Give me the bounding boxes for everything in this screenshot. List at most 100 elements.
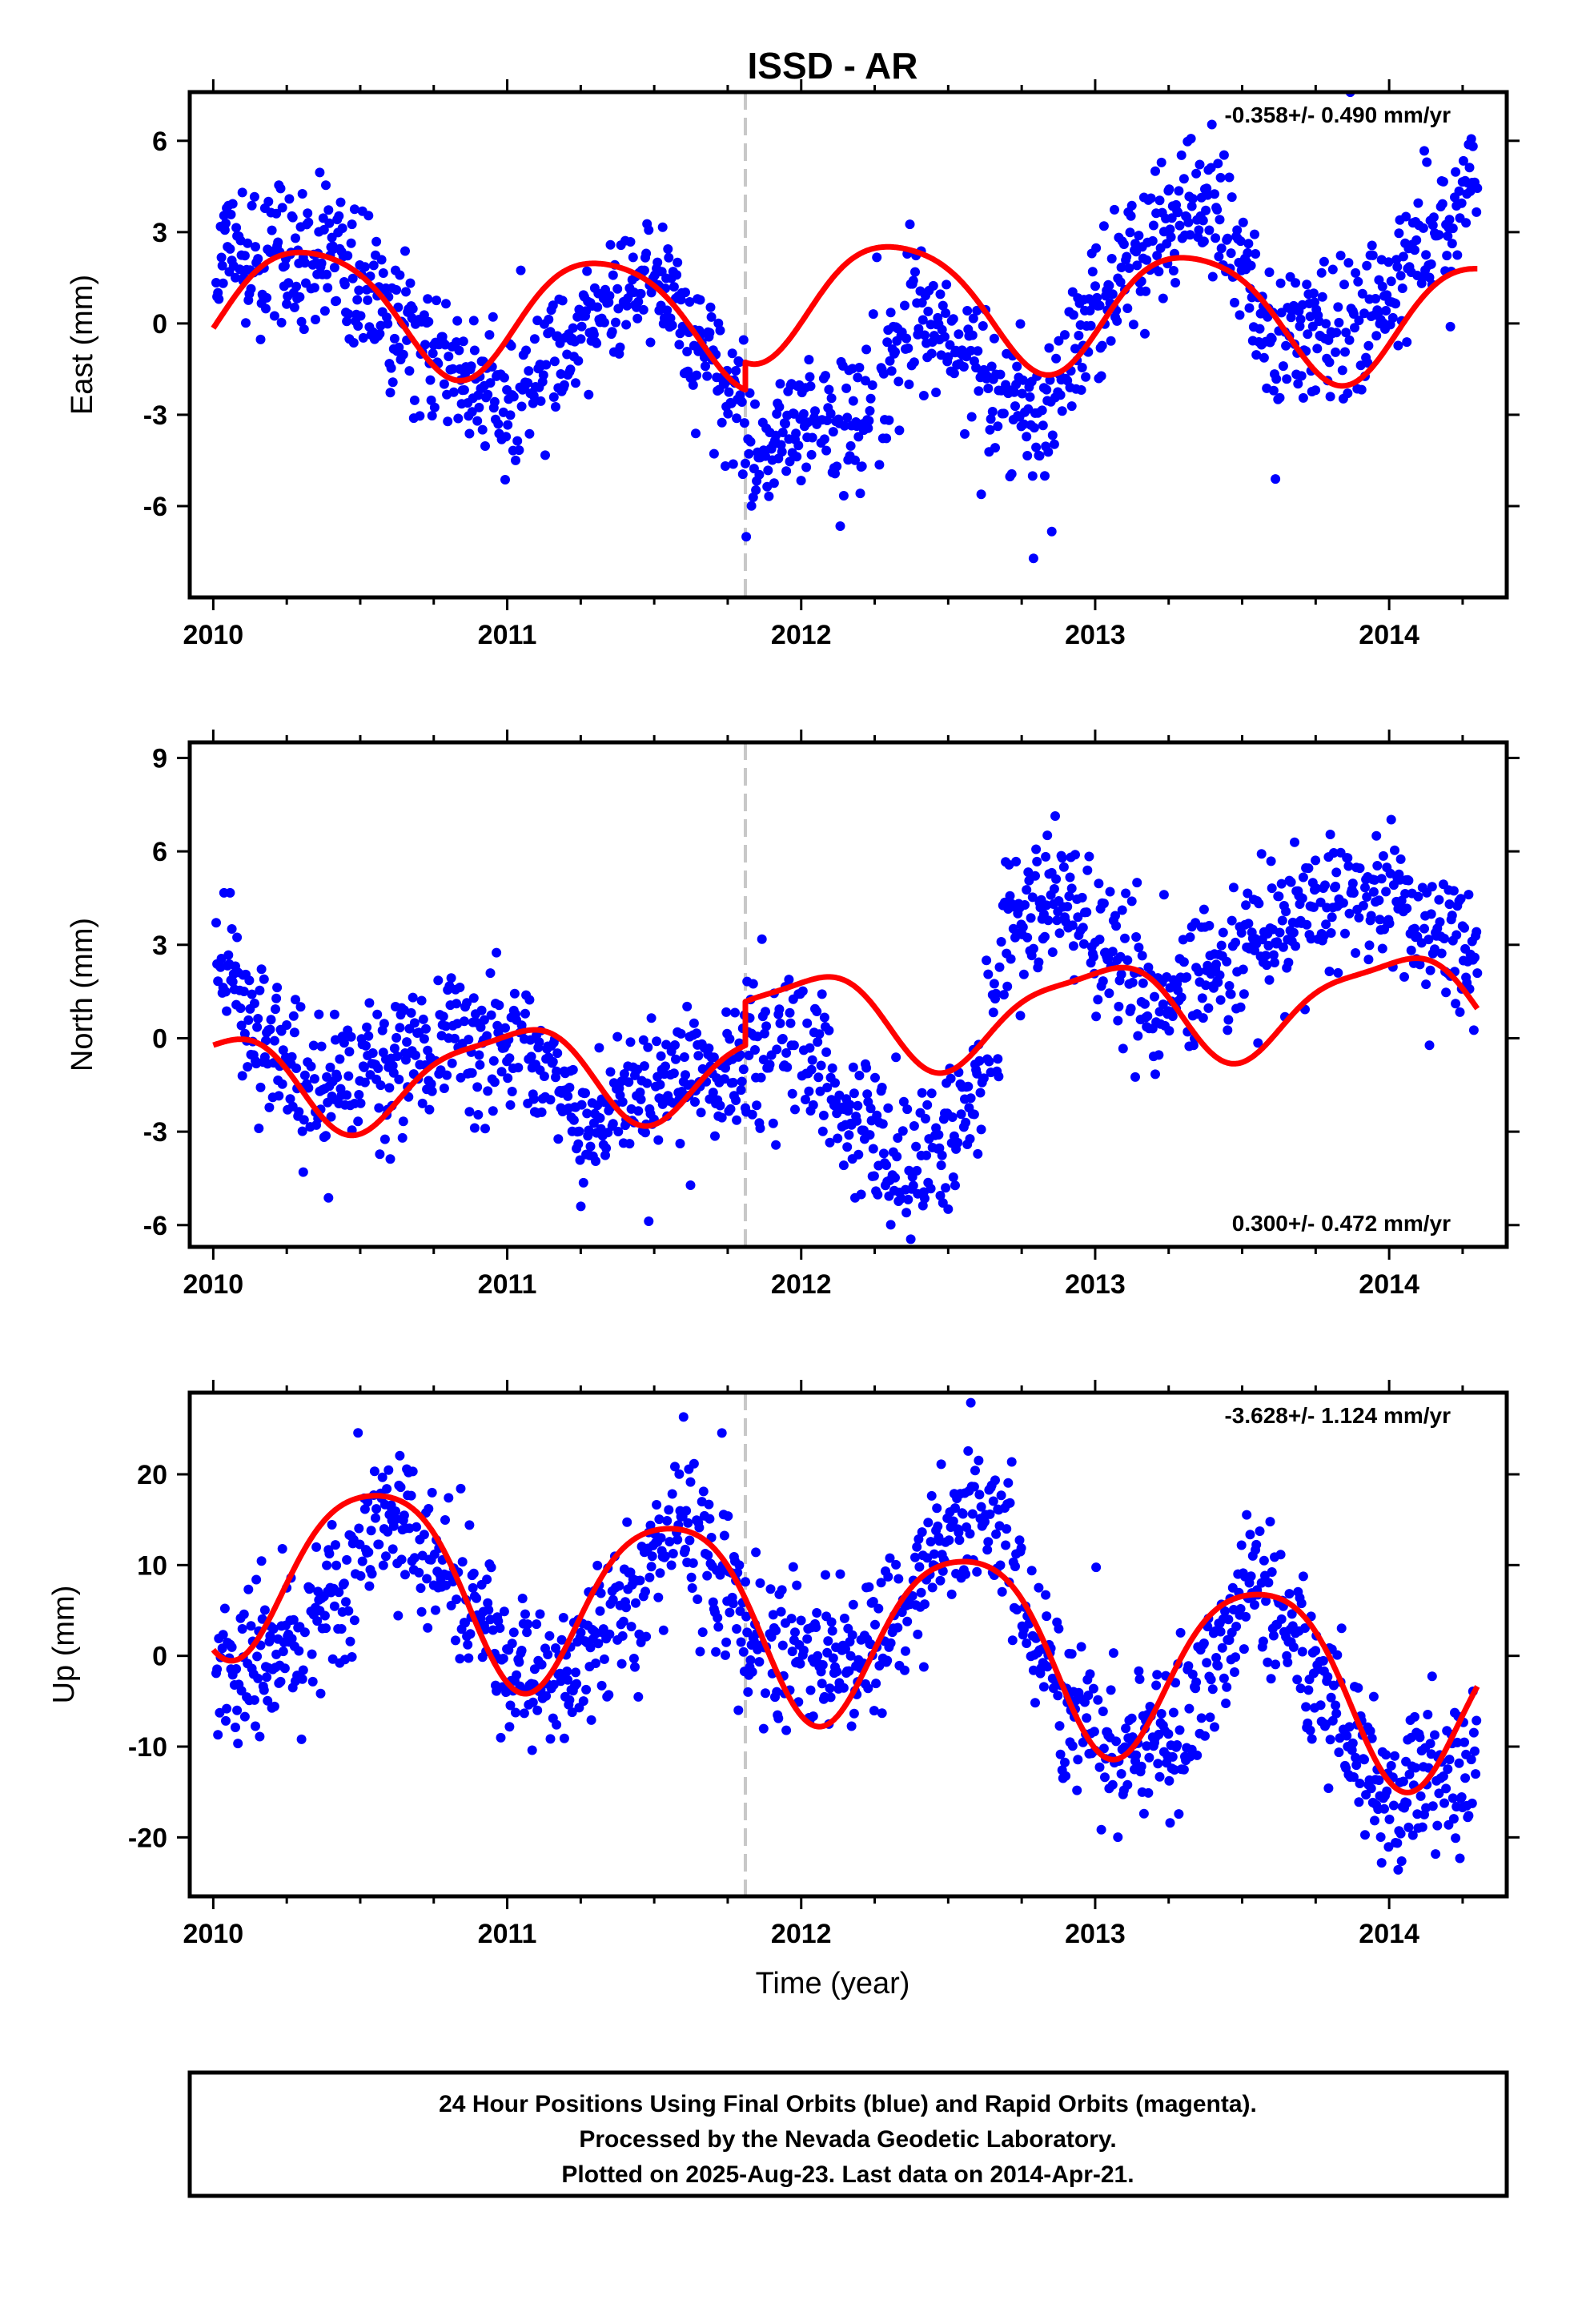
data-point — [419, 1034, 429, 1044]
data-point — [715, 1100, 725, 1111]
data-point — [1348, 309, 1359, 319]
data-point — [646, 1013, 656, 1023]
data-point — [681, 1544, 690, 1554]
data-point — [1235, 1604, 1246, 1614]
data-point — [1325, 830, 1335, 839]
data-point — [1066, 1649, 1077, 1659]
data-point — [1212, 204, 1223, 215]
data-point — [1327, 912, 1337, 923]
data-point — [1268, 1630, 1279, 1641]
data-point — [214, 294, 224, 304]
data-point — [1182, 972, 1192, 983]
data-point — [1423, 1710, 1433, 1719]
data-point — [863, 423, 873, 433]
data-point — [1040, 931, 1050, 942]
data-point — [969, 1482, 979, 1492]
data-point — [271, 208, 282, 219]
data-point — [489, 396, 500, 407]
data-point — [878, 368, 889, 379]
data-point — [1315, 1700, 1326, 1711]
data-point — [1011, 856, 1022, 866]
data-point — [1255, 1526, 1265, 1536]
data-point — [273, 237, 283, 247]
data-point — [1333, 967, 1343, 978]
data-point — [1472, 927, 1482, 937]
data-point — [1325, 392, 1335, 402]
data-point — [805, 1043, 815, 1053]
data-point — [876, 1578, 886, 1588]
data-point — [1236, 1540, 1247, 1550]
data-point — [1154, 267, 1164, 277]
data-point — [354, 1523, 364, 1534]
data-point — [389, 1043, 400, 1054]
data-point — [1275, 1550, 1286, 1560]
data-point — [1009, 387, 1019, 397]
data-point — [536, 1107, 547, 1117]
data-point — [507, 1638, 517, 1649]
data-point — [956, 1109, 966, 1120]
data-point — [1050, 811, 1060, 821]
data-point — [913, 1534, 924, 1544]
data-point — [1223, 233, 1233, 243]
data-point — [604, 291, 615, 301]
data-point — [1402, 903, 1412, 914]
data-point — [1426, 259, 1436, 269]
data-point — [1111, 1736, 1122, 1747]
data-point — [821, 371, 830, 381]
data-point — [790, 1104, 800, 1115]
data-point — [1010, 1562, 1020, 1571]
data-point — [353, 1428, 363, 1438]
data-point — [249, 191, 259, 202]
data-point — [528, 1697, 538, 1707]
data-point — [1138, 1808, 1149, 1819]
data-point — [408, 1466, 418, 1477]
data-point — [578, 1177, 588, 1188]
data-point — [1278, 942, 1288, 952]
data-point — [1216, 940, 1227, 951]
data-point — [1383, 1842, 1394, 1852]
data-point — [1367, 250, 1378, 260]
data-point — [897, 1126, 908, 1136]
data-point — [1113, 1015, 1123, 1026]
data-point — [934, 1143, 945, 1153]
data-point — [1054, 1623, 1064, 1634]
data-point — [1197, 993, 1207, 1003]
data-point — [1049, 884, 1059, 894]
data-point — [853, 372, 863, 383]
data-point — [1194, 967, 1204, 977]
data-point — [1267, 1567, 1277, 1577]
data-point — [1111, 921, 1122, 931]
data-point — [1051, 353, 1062, 364]
data-point — [1230, 297, 1239, 308]
data-point — [822, 1083, 833, 1092]
data-point — [339, 279, 350, 290]
data-point — [1264, 267, 1275, 277]
data-point — [1311, 385, 1321, 396]
data-point — [968, 313, 978, 324]
data-point — [850, 455, 860, 465]
data-point — [734, 1560, 745, 1570]
data-point — [1321, 919, 1331, 930]
data-point — [698, 1486, 709, 1497]
data-point — [1140, 999, 1150, 1009]
data-point — [1211, 233, 1221, 243]
data-point — [378, 1560, 388, 1570]
data-point — [287, 212, 298, 223]
data-point — [973, 1148, 983, 1159]
data-point — [746, 501, 757, 511]
data-point — [1043, 447, 1054, 457]
data-point — [621, 320, 632, 330]
data-point — [1092, 292, 1102, 303]
data-point — [262, 1672, 272, 1683]
data-point — [1215, 1626, 1226, 1637]
data-point — [1411, 235, 1422, 245]
data-point — [917, 315, 928, 325]
data-point — [1376, 1858, 1387, 1868]
data-point — [1156, 157, 1166, 167]
y-tick-label: 0 — [152, 309, 167, 340]
data-point — [412, 1522, 422, 1532]
data-point — [681, 1070, 690, 1080]
data-point — [689, 1018, 699, 1028]
data-point — [323, 205, 334, 215]
